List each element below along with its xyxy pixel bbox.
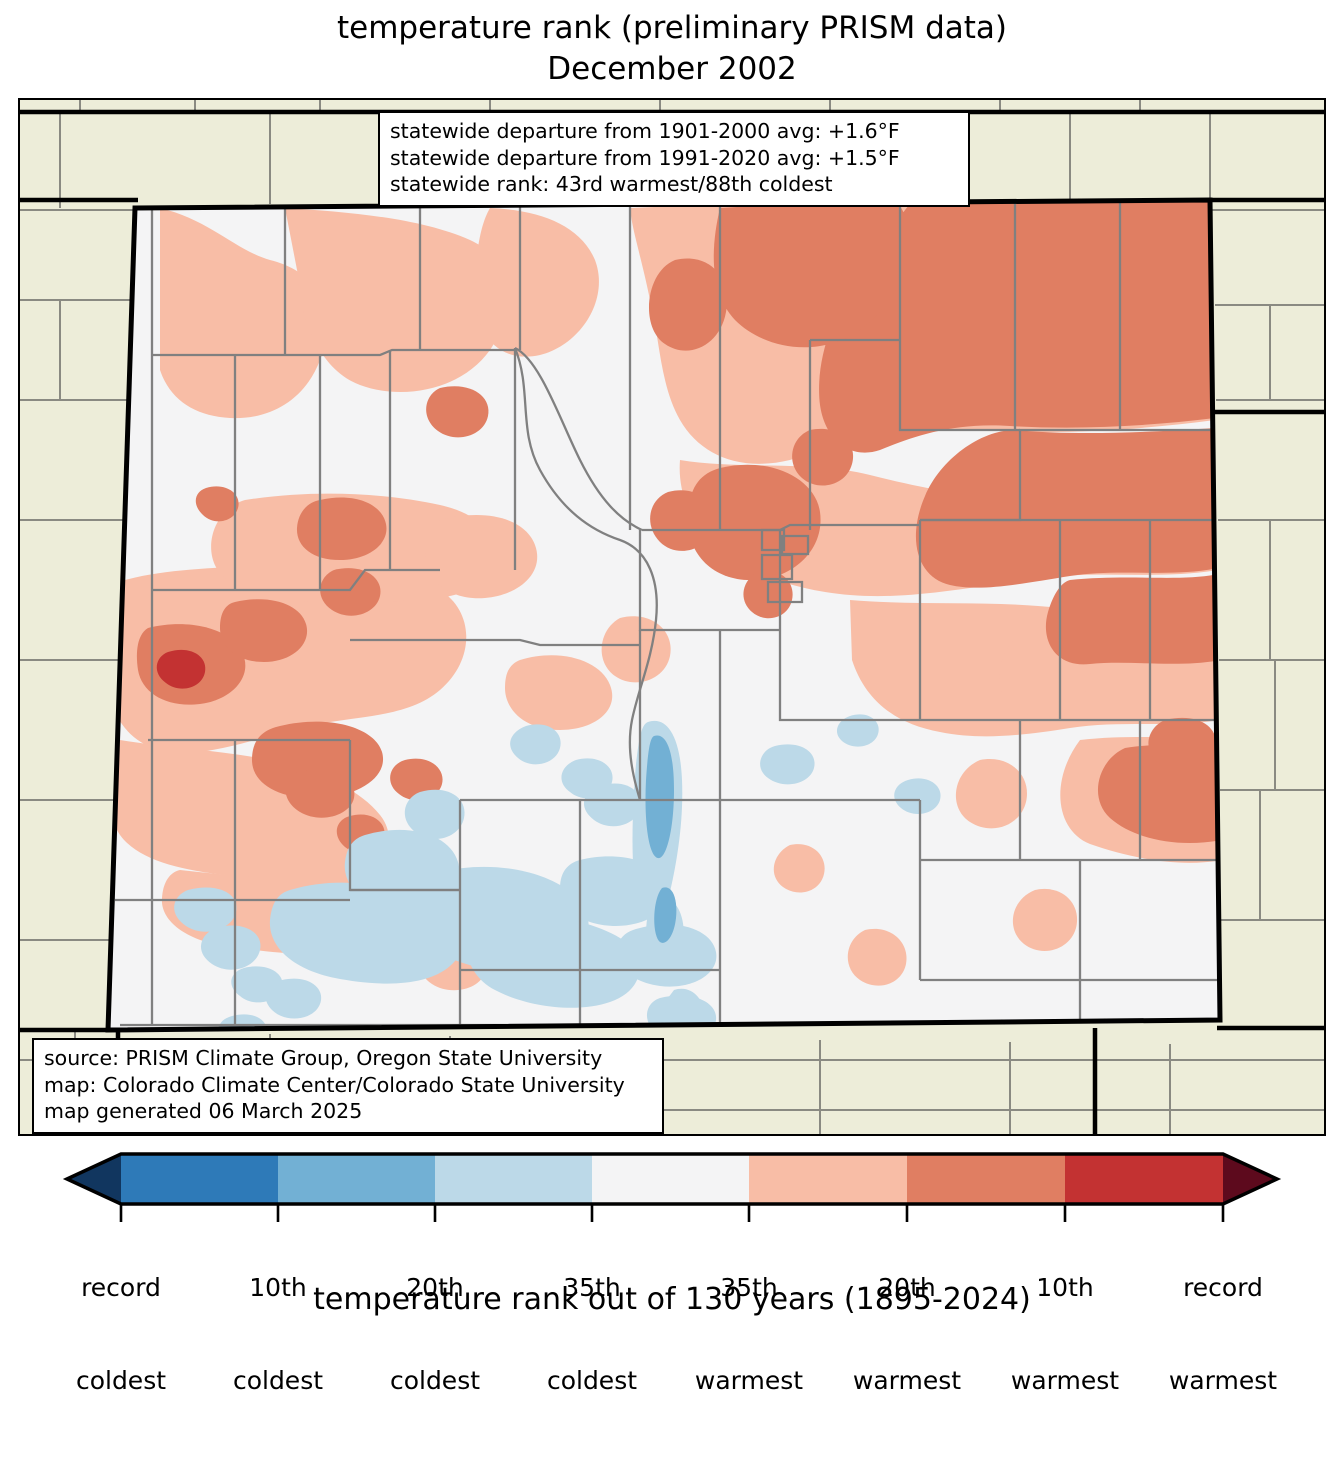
- title-line-1: temperature rank (preliminary PRISM data…: [336, 10, 1007, 46]
- colorbar-caption: temperature rank out of 130 years (1895-…: [313, 1282, 1031, 1317]
- colorbar-band-7: [1065, 1154, 1223, 1204]
- colorbar-label-2: 20th coldest: [389, 1273, 481, 1395]
- colorbar-label-6: 10th warmest: [1010, 1273, 1120, 1395]
- colorbar-label-7: record warmest: [1168, 1273, 1278, 1395]
- map-frame: [18, 98, 1326, 1136]
- colorbar-swatches: [62, 1152, 1282, 1222]
- colorado-interior: [108, 200, 1220, 1030]
- page-title: temperature rank (preliminary PRISM data…: [0, 8, 1344, 90]
- colorbar-ticks: [119, 1204, 1225, 1222]
- colorbar-band-5: [749, 1154, 907, 1204]
- colorbar-band-4: [592, 1154, 749, 1204]
- colorbar-label-3: 35th coldest: [546, 1273, 638, 1395]
- colorbar-band-6: [907, 1154, 1065, 1204]
- colorbar-band-3: [435, 1154, 592, 1204]
- colorbar-tick-labels: record coldest 10th coldest 20th coldest…: [0, 1210, 1344, 1395]
- stats-departure-1991-2020: statewide departure from 1991-2020 avg: …: [390, 145, 900, 170]
- source-attribution-box: source: PRISM Climate Group, Oregon Stat…: [32, 1038, 664, 1134]
- rank-band-20th-coldest: [645, 735, 677, 943]
- map-credit-line: map: Colorado Climate Center/Colorado St…: [44, 1072, 625, 1097]
- statewide-stats-box: statewide departure from 1901-2000 avg: …: [378, 111, 970, 207]
- colorbar-label-1: 10th coldest: [232, 1273, 324, 1395]
- colorbar-label-4: 35th warmest: [694, 1273, 804, 1395]
- rank-band-20th-warmest: [136, 200, 1220, 853]
- stats-departure-1901-2000: statewide departure from 1901-2000 avg: …: [390, 119, 900, 143]
- title-line-2: December 2002: [547, 51, 797, 87]
- map-generated-line: map generated 06 March 2025: [44, 1099, 363, 1123]
- stats-statewide-rank: statewide rank: 43rd warmest/88th coldes…: [390, 172, 833, 196]
- colorbar-band-1: [121, 1154, 278, 1204]
- source-line: source: PRISM Climate Group, Oregon Stat…: [44, 1046, 603, 1070]
- colorbar-bands: [67, 1154, 1277, 1204]
- rank-band-10th-warmest: [156, 649, 206, 689]
- colorado-temperature-rank-map: [20, 100, 1324, 1134]
- county-boundaries: [115, 200, 1220, 1030]
- colorbar-band-2: [278, 1154, 435, 1204]
- colorbar-label-5: 20th warmest: [852, 1273, 962, 1395]
- colorbar-cap-coldest: [67, 1154, 121, 1204]
- climate-map-page: temperature rank (preliminary PRISM data…: [0, 8, 1344, 1395]
- colorbar-cap-warmest: [1223, 1154, 1277, 1204]
- colorbar-label-0: record coldest: [75, 1273, 167, 1395]
